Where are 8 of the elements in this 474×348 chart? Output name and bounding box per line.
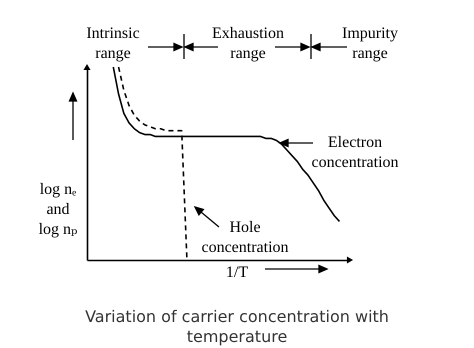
y-axis-title: log nₑ and log nₚ — [38, 181, 78, 238]
annotation: Electron concentration — [311, 134, 399, 171]
text: Variation of carrier concentration with temperature — [85, 307, 389, 346]
text: Intrinsic range — [86, 25, 140, 62]
x-axis-title: 1/T — [226, 264, 248, 281]
text: Exhaustion range — [212, 25, 284, 62]
text: Impurity range — [342, 25, 398, 62]
annotation: Hole concentration — [201, 219, 289, 256]
